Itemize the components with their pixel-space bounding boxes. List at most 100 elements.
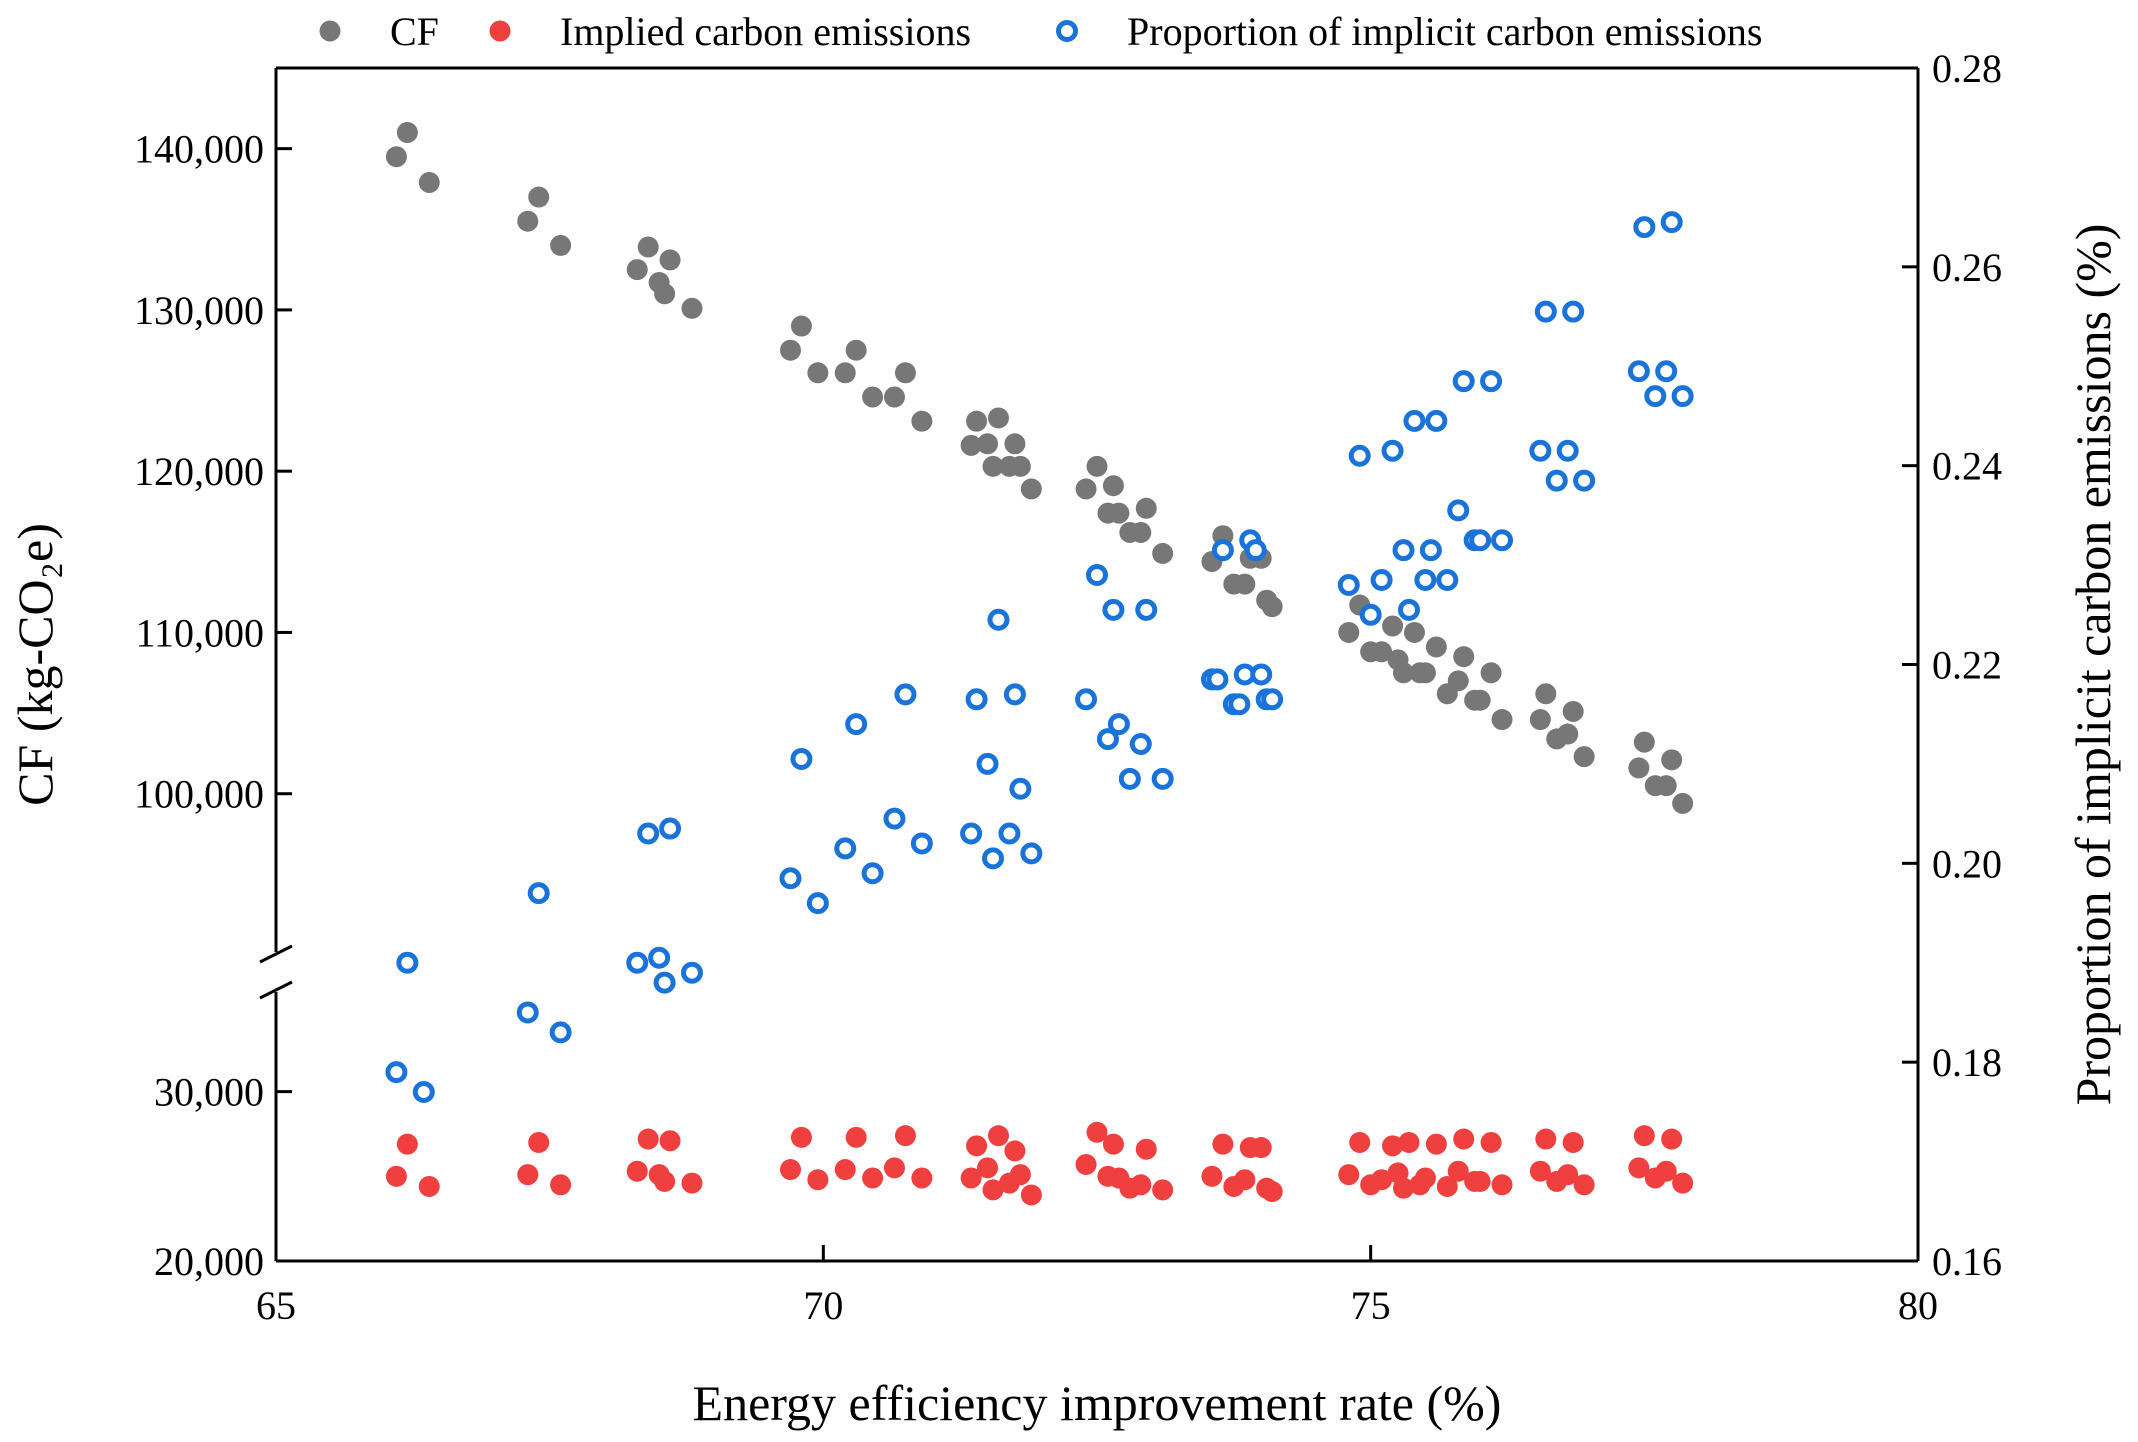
series-2	[385, 211, 1694, 1103]
data-point	[987, 1125, 1009, 1147]
y-right-tick-label: 0.20	[1932, 841, 2002, 886]
data-points	[385, 122, 1694, 1206]
data-point	[883, 386, 905, 408]
data-point	[1628, 1157, 1650, 1179]
data-point	[790, 1126, 812, 1148]
data-point	[1403, 621, 1425, 643]
data-point	[385, 1061, 408, 1084]
data-point	[1102, 598, 1125, 621]
data-point	[1393, 1177, 1415, 1199]
data-point	[807, 1169, 829, 1191]
data-point	[1627, 360, 1650, 383]
data-point	[779, 1159, 801, 1181]
data-point	[1633, 731, 1655, 753]
data-point	[1660, 211, 1683, 234]
data-point	[385, 146, 407, 168]
data-point	[1004, 1140, 1026, 1162]
data-point	[1228, 693, 1251, 716]
data-point	[894, 362, 916, 384]
data-point	[418, 172, 440, 194]
data-point	[1436, 568, 1459, 591]
data-point	[987, 608, 1010, 631]
data-point	[1491, 709, 1513, 731]
data-point	[883, 1157, 905, 1179]
data-point	[626, 259, 648, 281]
data-point	[1452, 370, 1475, 393]
data-point	[680, 961, 703, 984]
data-point	[976, 752, 999, 775]
data-point	[1234, 573, 1256, 595]
data-point	[1535, 1128, 1557, 1150]
data-point	[517, 1164, 539, 1186]
data-point	[966, 410, 988, 432]
x-axis-title: Energy efficiency improvement rate (%)	[693, 1375, 1502, 1431]
data-point	[960, 434, 982, 456]
data-point	[779, 339, 801, 361]
axis-break-line-lower	[259, 980, 293, 1000]
data-point	[1382, 615, 1404, 637]
data-point	[966, 1135, 988, 1157]
data-point	[1573, 1174, 1595, 1196]
data-point	[1557, 723, 1579, 745]
data-point	[1003, 683, 1026, 706]
data-point	[965, 688, 988, 711]
data-point	[1201, 1165, 1223, 1187]
y-right-tick-label: 0.22	[1932, 643, 2002, 688]
data-point	[1135, 598, 1158, 621]
data-point	[960, 822, 983, 845]
data-point	[1491, 529, 1514, 552]
data-point	[1672, 1172, 1694, 1194]
data-point	[1398, 1131, 1420, 1153]
data-point	[1381, 439, 1404, 462]
data-point	[834, 837, 857, 860]
axis-break-gap	[260, 956, 292, 988]
data-point	[1397, 598, 1420, 621]
data-point	[1655, 775, 1677, 797]
data-point	[834, 362, 856, 384]
data-point	[385, 1165, 407, 1187]
data-point	[861, 862, 884, 885]
x-tick-label: 75	[1351, 1283, 1391, 1328]
data-point	[894, 1125, 916, 1147]
data-point	[845, 713, 868, 736]
data-point	[1102, 1133, 1124, 1155]
data-point	[1371, 641, 1393, 663]
data-point	[1661, 749, 1683, 771]
legend-marker	[489, 20, 511, 42]
data-point	[1371, 1169, 1393, 1191]
data-point	[1261, 688, 1284, 711]
series-0	[385, 122, 1694, 814]
data-point	[1009, 777, 1032, 800]
data-point	[1348, 444, 1371, 467]
data-point	[1419, 539, 1442, 562]
data-point	[1338, 621, 1360, 643]
data-point	[550, 234, 572, 256]
data-point	[1480, 1131, 1502, 1153]
data-point	[1108, 502, 1130, 524]
data-point	[790, 315, 812, 337]
data-point	[1370, 568, 1393, 591]
data-point	[1004, 433, 1026, 455]
data-point	[1556, 439, 1579, 462]
data-point	[845, 339, 867, 361]
data-point	[1075, 688, 1098, 711]
y-right-tick-label: 0.28	[1932, 46, 2002, 91]
data-point	[396, 1133, 418, 1155]
data-point	[648, 946, 671, 969]
y-left-tick-label: 130,000	[134, 288, 264, 333]
data-point	[1130, 521, 1152, 543]
data-point	[1382, 1135, 1404, 1157]
data-point	[1414, 662, 1436, 684]
data-point	[659, 249, 681, 271]
y-left-tick-label: 100,000	[134, 772, 264, 817]
x-tick-label: 70	[803, 1283, 843, 1328]
data-point	[1075, 1153, 1097, 1175]
y-right-tick-label: 0.24	[1932, 444, 2002, 489]
data-point	[1107, 713, 1130, 736]
data-point	[1573, 746, 1595, 768]
y-left-tick-label: 20,000	[154, 1239, 264, 1284]
data-point	[1075, 478, 1097, 500]
data-point	[1102, 475, 1124, 497]
data-point	[1436, 1175, 1458, 1197]
data-point	[977, 433, 999, 455]
